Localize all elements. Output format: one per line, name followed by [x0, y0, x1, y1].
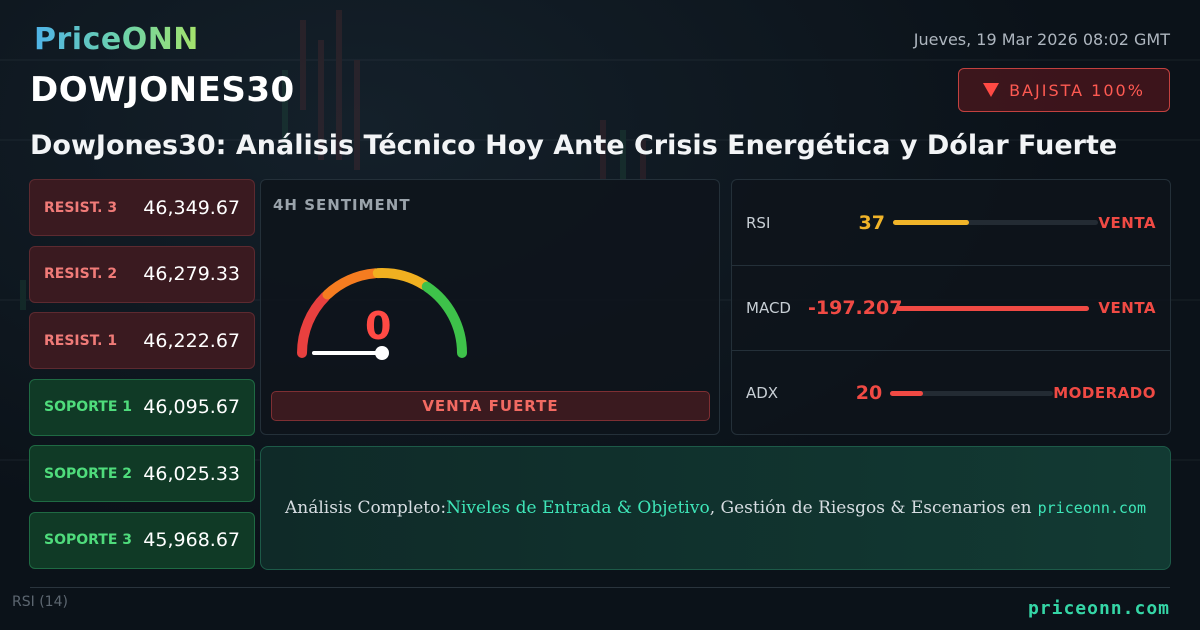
level-resist-1: RESIST. 1 46,222.67 [29, 312, 255, 369]
indicator-bar-track [896, 305, 1089, 311]
level-value: 46,349.67 [143, 196, 240, 219]
level-support-1: SOPORTE 1 46,095.67 [29, 378, 255, 436]
level-value: 46,025.33 [143, 462, 240, 485]
indicator-name: MACD [746, 299, 791, 317]
sentiment-value: 0 [365, 304, 392, 348]
indicator-adx: ADX 20 MODERADO [732, 350, 1170, 435]
background-rsi-name: RSI [12, 594, 35, 610]
footer-divider [30, 587, 1170, 588]
cta-prefix: Análisis Completo: [285, 498, 447, 518]
indicator-macd: MACD -197.207 VENTA [732, 265, 1170, 350]
level-label: SOPORTE 2 [44, 465, 133, 482]
sentiment-title: 4H SENTIMENT [273, 196, 411, 214]
indicator-value: -197.207 [808, 297, 903, 319]
sentiment-gauge [297, 268, 467, 360]
indicator-name: RSI [746, 213, 771, 232]
indicator-bar-fill [896, 305, 1089, 311]
level-value: 46,279.33 [143, 263, 240, 285]
cta-highlight: Niveles de Entrada & Objetivo [446, 498, 710, 518]
full-analysis-cta[interactable]: Análisis Completo: Niveles de Entrada & … [260, 446, 1171, 570]
gauge-arc-red [297, 291, 331, 358]
level-value: 46,222.67 [143, 329, 240, 352]
indicator-value: 37 [858, 211, 885, 234]
level-label: SOPORTE 1 [44, 399, 133, 415]
levels-list: RESIST. 3 46,349.67 RESIST. 2 46,279.33 … [29, 179, 255, 578]
headline: DowJones30: Análisis Técnico Hoy Ante Cr… [30, 130, 1118, 161]
datetime: Jueves, 19 Mar 2026 08:02 GMT [913, 30, 1170, 49]
brand-logo: PriceONN [34, 22, 199, 57]
level-resist-2: RESIST. 2 46,279.33 [29, 245, 255, 303]
gauge-needle-hub [375, 346, 389, 360]
gauge-arc-green [421, 281, 467, 358]
level-label: RESIST. 2 [44, 266, 118, 282]
symbol-title: DOWJONES30 [30, 70, 295, 110]
gauge-arc-orange [322, 268, 381, 300]
level-label: RESIST. 3 [44, 199, 118, 216]
indicator-rsi: RSI 37 VENTA [732, 180, 1170, 265]
level-support-3: SOPORTE 3 45,968.67 [29, 511, 255, 569]
down-triangle-icon [983, 83, 1000, 97]
level-support-2: SOPORTE 2 46,025.33 [29, 445, 255, 502]
sentiment-label: VENTA FUERTE [271, 391, 710, 421]
indicator-signal: VENTA [1098, 299, 1156, 317]
indicator-name: ADX [746, 384, 779, 402]
indicator-bar-track [890, 390, 1054, 396]
trend-label: BAJISTA 100% [1009, 80, 1145, 100]
indicator-signal: VENTA [1098, 213, 1156, 232]
level-label: RESIST. 1 [44, 332, 118, 349]
indicator-bar-fill [892, 220, 969, 225]
indicator-bar-fill [890, 390, 923, 396]
gauge-arc-yellow [372, 268, 430, 291]
trend-badge: BAJISTA 100% [958, 68, 1170, 112]
indicator-value: 20 [855, 382, 883, 404]
background-rsi-label: RSI (14) [12, 594, 68, 610]
indicator-bar-track [892, 220, 1099, 225]
background-rsi-period: (14) [39, 594, 68, 610]
level-resist-3: RESIST. 3 46,349.67 [29, 179, 255, 236]
indicator-signal: MODERADO [1053, 384, 1156, 402]
cta-suffix: , Gestión de Riesgos & Escenarios en [709, 498, 1032, 518]
level-value: 46,095.67 [143, 396, 240, 418]
indicators-panel: RSI 37 VENTA MACD -197.207 VENTA ADX 20 … [731, 179, 1171, 435]
level-value: 45,968.67 [143, 529, 240, 551]
footer-site-link[interactable]: priceonn.com [1027, 598, 1170, 619]
level-label: SOPORTE 3 [44, 532, 133, 548]
cta-site-link[interactable]: priceonn.com [1037, 499, 1146, 517]
sentiment-panel: 4H SENTIMENT 0 VENTA FUERTE [260, 179, 720, 435]
